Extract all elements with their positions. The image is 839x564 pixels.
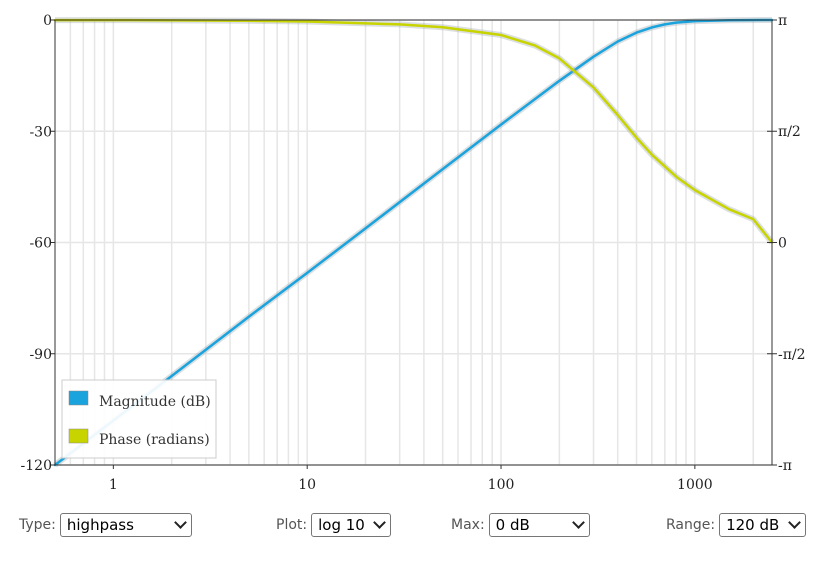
right-tick-label: π/2 (778, 124, 801, 140)
chevron-down-icon (174, 516, 187, 529)
max-label: Max: (451, 517, 485, 533)
left-tick-label: -60 (29, 236, 52, 252)
x-tick-label: 1 (109, 477, 118, 493)
x-axis-ticks: 1 10 100 1000 (109, 465, 713, 493)
max-select[interactable]: 0 dB (488, 513, 590, 537)
legend-swatch-magnitude (68, 390, 89, 406)
right-tick-label: -π/2 (778, 347, 806, 363)
max-select-value: 0 dB (495, 516, 530, 534)
x-tick-label: 1000 (677, 477, 713, 493)
chevron-down-icon (373, 516, 386, 529)
plot-select[interactable]: log 10 (311, 513, 392, 537)
series-line-magnitude (53, 18, 774, 467)
legend: Magnitude (dB) Phase (radians) (61, 379, 217, 459)
type-select-value: highpass (66, 516, 134, 534)
legend-swatch-phase (68, 428, 89, 444)
left-tick-label: -30 (29, 124, 52, 140)
type-label: Type: (19, 517, 56, 533)
type-select[interactable]: highpass (59, 513, 192, 537)
series-line-phase (53, 18, 774, 244)
max-control: Max: 0 dB (451, 513, 590, 537)
right-tick-label: -π (778, 458, 792, 474)
left-tick-label: -90 (29, 347, 52, 363)
right-tick-label: 0 (778, 236, 787, 252)
range-select-value: 120 dB (726, 516, 780, 534)
left-axis-ticks: 0 -30 -60 -90 -120 (21, 13, 55, 474)
chevron-down-icon (571, 516, 585, 529)
controls-bar: Type: highpass Plot: log 10 Max: 0 dB Ra… (0, 510, 839, 540)
series-lines (53, 17, 775, 468)
chevron-down-icon (788, 516, 801, 529)
left-tick-label: -120 (21, 458, 52, 474)
plot-control: Plot: log 10 (276, 513, 392, 537)
legend-label-phase: Phase (radians) (99, 432, 210, 448)
range-select[interactable]: 120 dB (719, 513, 807, 537)
right-axis-ticks: π π/2 0 -π/2 -π (767, 13, 806, 474)
bode-chart: 0 -30 -60 -90 -120 π π/2 0 -π/2 -π 1 10 100 1000 Ma… (21, 13, 806, 493)
x-tick-label: 10 (298, 477, 316, 493)
legend-label-magnitude: Magnitude (dB) (99, 394, 211, 410)
plot-label: Plot: (276, 517, 308, 533)
plot-select-value: log 10 (318, 516, 365, 534)
right-tick-label: π (778, 13, 787, 29)
type-control: Type: highpass (19, 513, 192, 537)
x-tick-label: 100 (488, 477, 515, 493)
range-control: Range: 120 dB (666, 513, 807, 537)
range-label: Range: (666, 517, 716, 533)
left-tick-label: 0 (43, 13, 52, 29)
